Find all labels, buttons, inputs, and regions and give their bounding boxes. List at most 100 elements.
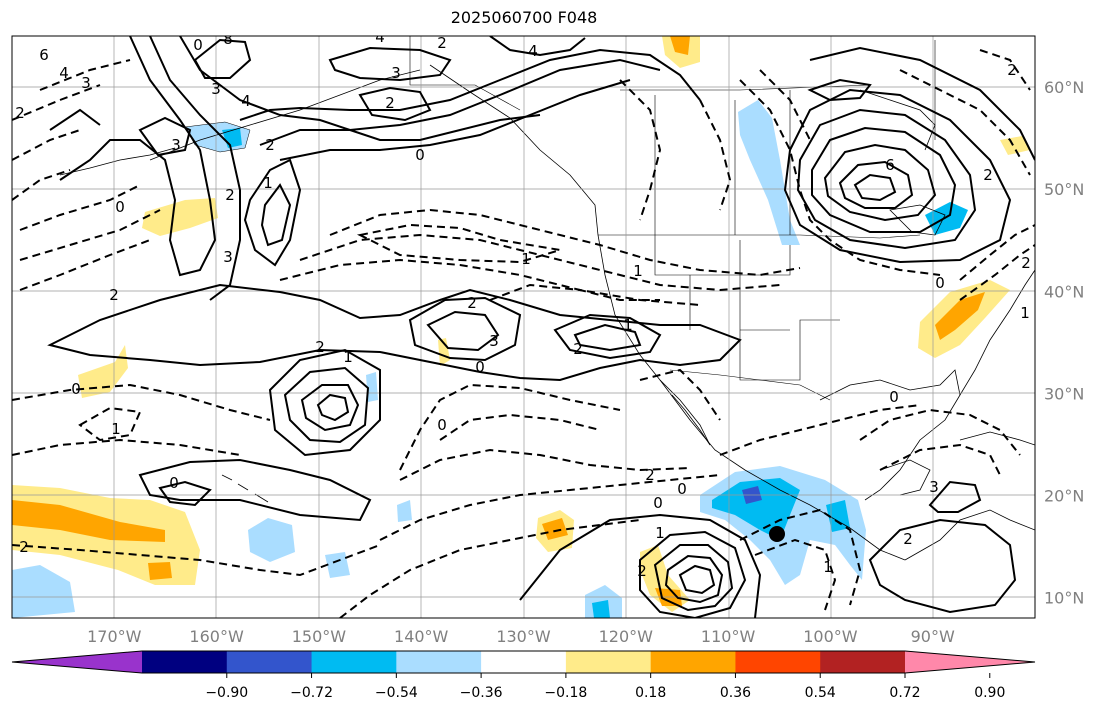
contour-solid-6 bbox=[268, 348, 381, 457]
shade-blue-small3 bbox=[366, 372, 378, 402]
solid-contours bbox=[47, 36, 1035, 618]
contour-solid-34 bbox=[193, 38, 252, 79]
contour-dashed-8 bbox=[12, 383, 271, 421]
contour-dashed-32 bbox=[959, 224, 1035, 281]
contour-label: 0 bbox=[169, 474, 179, 492]
shade-orange-sw-small bbox=[148, 562, 172, 580]
shade-cyan-lakes bbox=[925, 202, 968, 235]
contour-dashed-15 bbox=[399, 383, 621, 471]
contour-dashed-3 bbox=[279, 258, 701, 306]
shade-blue-bc bbox=[738, 100, 800, 245]
contour-solid-17 bbox=[809, 46, 1035, 161]
colorbar-tick-label: 0.18 bbox=[635, 685, 666, 701]
contour-dashed-14 bbox=[339, 519, 641, 618]
coast-east bbox=[959, 269, 1035, 396]
contour-label: 2 bbox=[903, 530, 913, 548]
contour-solid-13 bbox=[639, 530, 747, 618]
contour-solid-29 bbox=[279, 79, 631, 161]
contour-dashed-21 bbox=[879, 443, 1001, 476]
contour-dashed-25 bbox=[759, 69, 811, 141]
contour-label: 0 bbox=[889, 388, 899, 406]
contour-dashed-29 bbox=[12, 84, 101, 121]
contour-label: 2 bbox=[109, 286, 119, 304]
contour-dashed-28 bbox=[39, 59, 131, 91]
contour-label: 3 bbox=[211, 80, 221, 98]
colorbar-tick-label: −0.90 bbox=[205, 685, 248, 701]
contour-solid-20 bbox=[811, 126, 957, 233]
contour-solid-12 bbox=[519, 513, 762, 618]
contour-label: 3 bbox=[391, 64, 401, 82]
contour-solid-14 bbox=[653, 544, 734, 612]
contour-label: 3 bbox=[929, 478, 939, 496]
contour-dashed-30 bbox=[12, 129, 81, 161]
contour-dashed-18 bbox=[754, 538, 837, 611]
lon-tick-label: 150°W bbox=[292, 627, 347, 646]
gridlines bbox=[12, 36, 1035, 618]
colorbar-segment bbox=[820, 651, 906, 673]
coast-aleutians bbox=[59, 147, 176, 176]
contour-solid-32 bbox=[328, 46, 452, 82]
contour-dashed-12 bbox=[379, 474, 721, 541]
colorbar-segment bbox=[226, 651, 313, 673]
contour-label: 1 bbox=[1020, 304, 1030, 322]
contour-dashed-2 bbox=[299, 233, 781, 292]
shade-orange-122w bbox=[542, 518, 568, 540]
contour-solid-31 bbox=[260, 183, 292, 247]
lat-tick-label: 30°N bbox=[1044, 384, 1084, 403]
colorbar-tick-label: 0.72 bbox=[889, 685, 920, 701]
contour-solid-2 bbox=[553, 313, 662, 360]
contour-label: 3 bbox=[223, 248, 233, 266]
contour-dashed-26 bbox=[899, 69, 1031, 176]
contour-solid-4 bbox=[408, 296, 522, 362]
contour-solid-15 bbox=[664, 554, 724, 604]
contour-label: 4 bbox=[528, 42, 538, 60]
storm-center-marker bbox=[769, 526, 785, 542]
coast-na-west bbox=[429, 64, 906, 561]
border-us-canada bbox=[598, 234, 921, 239]
contour-solid-21 bbox=[823, 143, 937, 222]
contour-dashed-34 bbox=[489, 283, 660, 301]
contour-label: 2 bbox=[265, 136, 275, 154]
contour-dashed-6 bbox=[19, 209, 161, 261]
contour-label: 1 bbox=[263, 174, 273, 192]
colorbar-segment bbox=[650, 651, 736, 673]
contour-solid-10 bbox=[138, 458, 372, 522]
contour-solid-39 bbox=[489, 36, 586, 57]
contour-solid-22 bbox=[838, 160, 914, 209]
contour-label: 0 bbox=[193, 36, 203, 54]
contour-solid-11 bbox=[158, 480, 212, 507]
lat-tick-label: 20°N bbox=[1044, 486, 1084, 505]
contour-dashed-11 bbox=[12, 544, 381, 577]
colorbar-segment bbox=[481, 651, 567, 673]
lon-tick-label: 160°W bbox=[189, 627, 244, 646]
colorbar-segment bbox=[311, 651, 397, 673]
contour-label: 2 bbox=[983, 166, 993, 184]
colorbar-tick-label: −0.72 bbox=[290, 685, 333, 701]
contour-label: 0 bbox=[677, 480, 687, 498]
contour-solid-23 bbox=[853, 173, 897, 202]
contour-label: 6 bbox=[885, 156, 895, 174]
colorbar-outline bbox=[11, 650, 1036, 674]
shade-yellow-sw bbox=[438, 338, 450, 366]
contour-dashed-5 bbox=[19, 184, 141, 231]
contour-solid-16 bbox=[678, 564, 716, 595]
contour-label: 3 bbox=[171, 136, 181, 154]
border-states-1 bbox=[654, 200, 840, 381]
contour-label: 2 bbox=[225, 186, 235, 204]
contour-dashed-35 bbox=[639, 368, 721, 421]
contour-label: 0 bbox=[71, 380, 81, 398]
contour-label: 6 bbox=[39, 46, 49, 64]
contour-label: 2 bbox=[385, 94, 395, 112]
contour-label: 2 bbox=[19, 538, 29, 556]
contour-solid-36 bbox=[807, 78, 872, 102]
contour-label: 1 bbox=[655, 524, 665, 542]
contour-label: 2 bbox=[15, 104, 25, 122]
shade-orange-east bbox=[935, 292, 985, 340]
contour-solid-33 bbox=[358, 86, 432, 122]
colorbar-segment bbox=[565, 651, 652, 673]
contour-dashed-7 bbox=[19, 239, 151, 291]
contour-solid-3 bbox=[573, 323, 642, 352]
contour-dashed-27 bbox=[979, 49, 1031, 91]
colorbar-extend-low bbox=[12, 651, 142, 673]
